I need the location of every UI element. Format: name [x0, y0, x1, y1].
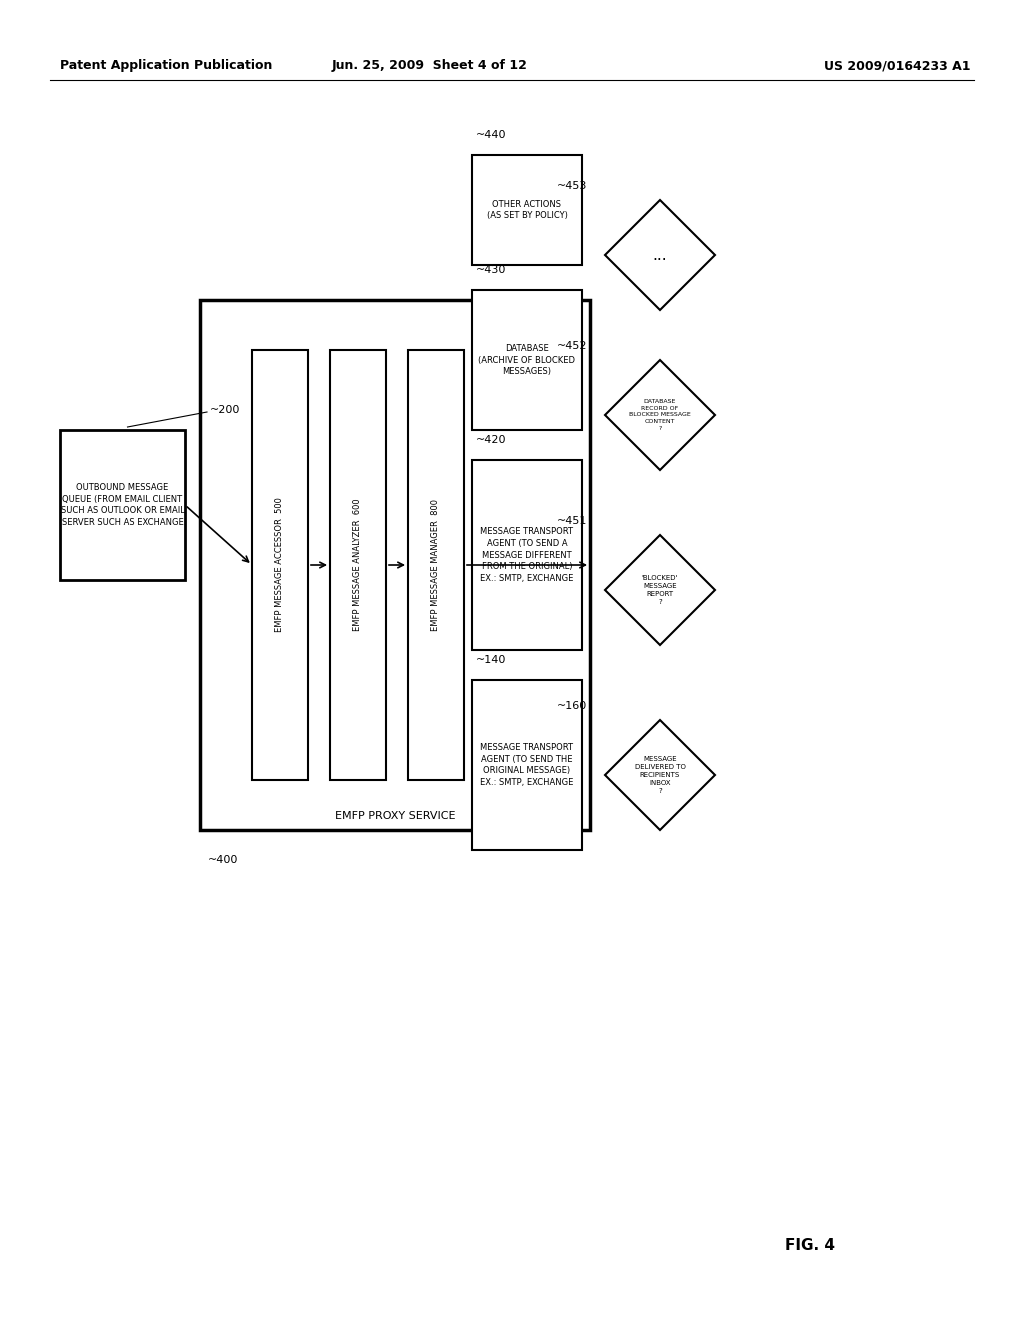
Text: ~200: ~200: [210, 405, 241, 414]
Text: DATABASE
(ARCHIVE OF BLOCKED
MESSAGES): DATABASE (ARCHIVE OF BLOCKED MESSAGES): [478, 343, 575, 376]
Text: DATABASE
RECORD OF
BLOCKED MESSAGE
CONTENT
?: DATABASE RECORD OF BLOCKED MESSAGE CONTE…: [629, 399, 691, 430]
Text: ~420: ~420: [476, 436, 507, 445]
Text: ~452: ~452: [556, 341, 587, 351]
Text: 'BLOCKED'
MESSAGE
REPORT
?: 'BLOCKED' MESSAGE REPORT ?: [642, 576, 678, 605]
Text: US 2009/0164233 A1: US 2009/0164233 A1: [823, 59, 970, 73]
Text: MESSAGE
DELIVERED TO
RECIPIENTS
INBOX
?: MESSAGE DELIVERED TO RECIPIENTS INBOX ?: [635, 756, 685, 795]
Bar: [60, 430, 185, 579]
Text: Patent Application Publication: Patent Application Publication: [60, 59, 272, 73]
Text: ~140: ~140: [476, 655, 507, 665]
Bar: [472, 459, 582, 649]
Bar: [472, 680, 582, 850]
Text: ~400: ~400: [208, 855, 239, 865]
Text: EMFP MESSAGE ANALYZER  600: EMFP MESSAGE ANALYZER 600: [353, 499, 362, 631]
Text: EMFP MESSAGE MANAGER  800: EMFP MESSAGE MANAGER 800: [431, 499, 440, 631]
Bar: [472, 290, 582, 430]
Text: ~160: ~160: [557, 701, 587, 711]
Bar: [472, 154, 582, 265]
Text: ...: ...: [652, 248, 668, 263]
Polygon shape: [605, 719, 715, 830]
Text: MESSAGE TRANSPORT
AGENT (TO SEND THE
ORIGINAL MESSAGE)
EX.: SMTP, EXCHANGE: MESSAGE TRANSPORT AGENT (TO SEND THE ORI…: [480, 743, 573, 787]
Text: Jun. 25, 2009  Sheet 4 of 12: Jun. 25, 2009 Sheet 4 of 12: [332, 59, 528, 73]
Bar: [408, 350, 464, 780]
Text: EMFP PROXY SERVICE: EMFP PROXY SERVICE: [335, 810, 456, 821]
Bar: [252, 350, 308, 780]
Bar: [200, 300, 590, 830]
Text: MESSAGE TRANSPORT
AGENT (TO SEND A
MESSAGE DIFFERENT
FROM THE ORIGINAL)
EX.: SMT: MESSAGE TRANSPORT AGENT (TO SEND A MESSA…: [480, 527, 573, 583]
Text: OUTBOUND MESSAGE
QUEUE (FROM EMAIL CLIENT
SUCH AS OUTLOOK OR EMAIL
SERVER SUCH A: OUTBOUND MESSAGE QUEUE (FROM EMAIL CLIEN…: [60, 483, 184, 527]
Text: ~453: ~453: [557, 181, 587, 191]
Polygon shape: [605, 201, 715, 310]
Text: ~440: ~440: [476, 129, 507, 140]
Text: EMFP MESSAGE ACCESSOR  500: EMFP MESSAGE ACCESSOR 500: [275, 498, 285, 632]
Polygon shape: [605, 535, 715, 645]
Bar: [330, 350, 386, 780]
Text: FIG. 4: FIG. 4: [785, 1238, 835, 1253]
Text: OTHER ACTIONS
(AS SET BY POLICY): OTHER ACTIONS (AS SET BY POLICY): [486, 199, 567, 220]
Text: ~430: ~430: [476, 265, 507, 275]
Polygon shape: [605, 360, 715, 470]
Text: ~451: ~451: [557, 516, 587, 525]
